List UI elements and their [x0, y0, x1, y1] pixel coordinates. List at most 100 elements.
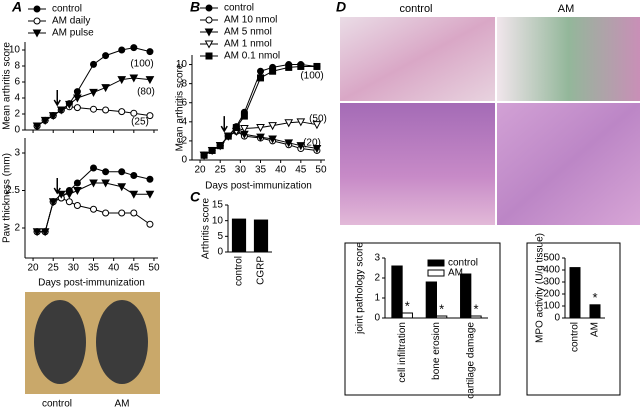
y-tick-label: 6 [181, 97, 187, 108]
point [73, 202, 81, 209]
x-tick-label: control [234, 256, 245, 286]
y-tick-label: 300 [543, 277, 560, 288]
histology-photo [340, 103, 495, 225]
y-tick-label: 0 [374, 313, 380, 324]
annotation: (25) [131, 117, 149, 128]
point [117, 76, 127, 85]
panel-frame [526, 242, 621, 396]
point [296, 142, 306, 151]
arrow [53, 178, 61, 195]
x-tick-label: 25 [215, 165, 227, 176]
point [268, 135, 277, 144]
point [145, 190, 155, 199]
y-tick-label: 5 [217, 231, 223, 242]
point [146, 175, 154, 183]
point [101, 179, 110, 188]
y-tick-label: 4 [14, 93, 20, 104]
x-tick-label: bone erosion [431, 322, 442, 380]
bar [425, 281, 438, 319]
point [240, 125, 249, 134]
bar [470, 315, 482, 319]
x-tick-label: 40 [275, 165, 287, 176]
point [130, 109, 138, 117]
panel-label: A [11, 0, 22, 15]
legend-label: AM daily [52, 16, 90, 27]
point [102, 168, 110, 176]
y-axis-label: Paw thickness (mm) [2, 153, 13, 243]
legend-label: AM [448, 268, 463, 279]
x-tick-label: CGRP [256, 256, 267, 285]
x-tick-label: 45 [295, 165, 307, 176]
y-tick-label: 0 [217, 247, 223, 258]
point [208, 146, 216, 154]
point [56, 106, 66, 115]
point [102, 209, 110, 217]
bar [569, 267, 581, 319]
point [73, 104, 81, 112]
panel-label: D [336, 0, 346, 15]
panel-frame [344, 242, 501, 396]
bar [589, 304, 601, 319]
point [313, 62, 321, 70]
photo-label: AM [558, 3, 575, 15]
bar [436, 315, 448, 319]
point [285, 63, 293, 71]
annotation: * [405, 298, 410, 313]
y-tick-label: 0 [554, 313, 560, 324]
annotation: * [473, 301, 478, 316]
legend-label: AM 0.1 nmol [224, 51, 280, 62]
y-axis-label: Arthritis score [201, 198, 212, 260]
point [146, 112, 154, 120]
point [146, 48, 154, 56]
point [32, 122, 42, 131]
point [269, 67, 277, 75]
annotation: (80) [137, 87, 155, 98]
legend-label: AM 1 nmol [224, 39, 272, 50]
point [118, 168, 126, 176]
bar [401, 312, 413, 319]
annotation: (100) [300, 71, 323, 82]
point [89, 88, 98, 97]
x-tick-label: 25 [48, 263, 60, 274]
legend-marker [205, 4, 213, 12]
x-tick-label: 35 [88, 263, 100, 274]
point [117, 183, 127, 192]
legend-label: AM pulse [52, 28, 94, 39]
legend-marker [205, 52, 213, 60]
panel-label: C [190, 189, 201, 205]
x-tick-label: 40 [108, 263, 120, 274]
x-tick-label: 30 [235, 165, 247, 176]
point [118, 209, 126, 217]
x-tick-label: 20 [27, 263, 39, 274]
y-tick-label: 100 [543, 301, 560, 312]
point [89, 179, 98, 188]
y-tick-label: 1 [374, 293, 380, 304]
point [256, 133, 265, 142]
point [296, 118, 306, 127]
annotation: (100) [130, 59, 153, 70]
photo-label: AM [115, 399, 130, 410]
x-tick-label: 45 [128, 263, 140, 274]
y-tick-label: 3 [14, 148, 20, 159]
x-axis-label: Days post-immunization [205, 181, 312, 192]
y-tick-label: 8 [14, 61, 20, 72]
point [240, 112, 248, 120]
legend-marker [204, 40, 214, 49]
y-tick-label: 3 [374, 253, 380, 264]
arrow [53, 90, 61, 107]
point [48, 112, 58, 121]
point [73, 187, 82, 196]
point [56, 190, 66, 199]
y-tick-label: 400 [543, 265, 560, 276]
y-tick-label: 6 [14, 77, 20, 88]
y-axis-label: joint pathology score [355, 242, 366, 335]
legend-marker [205, 16, 213, 24]
point [312, 145, 322, 154]
point [268, 122, 277, 131]
point [146, 220, 154, 228]
y-tick-label: 500 [543, 253, 560, 264]
point [130, 44, 138, 52]
y-tick-label: 2 [14, 109, 20, 120]
bar [231, 218, 247, 253]
